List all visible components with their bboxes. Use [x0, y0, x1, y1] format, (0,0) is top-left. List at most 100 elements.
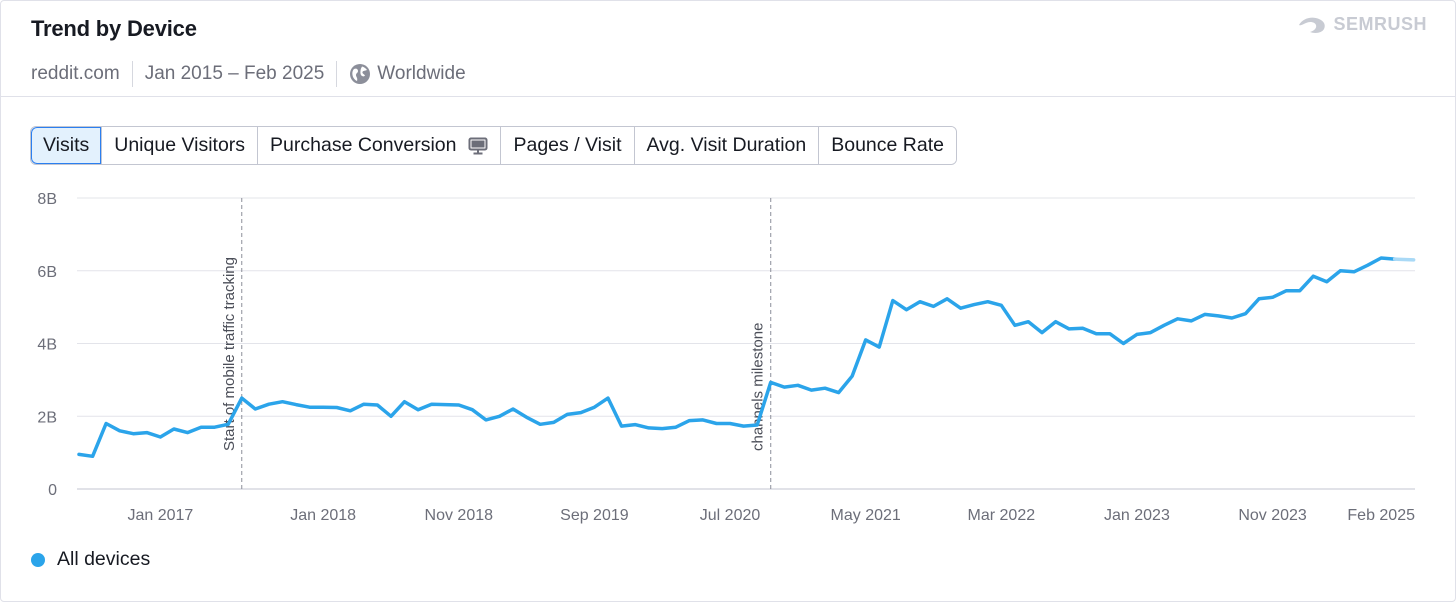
y-tick-label: 8B	[37, 191, 57, 208]
data-point	[1229, 315, 1235, 321]
x-tick-label: Jan 2023	[1104, 507, 1170, 524]
data-point	[1161, 322, 1167, 328]
data-point	[1066, 326, 1072, 332]
data-point	[239, 395, 245, 401]
data-point	[320, 404, 326, 410]
data-point	[1351, 269, 1357, 275]
x-tick-label: May 2021	[831, 507, 901, 524]
data-point	[130, 431, 136, 437]
monitor-icon	[468, 137, 488, 155]
tab-label: Purchase Conversion	[270, 134, 457, 156]
data-point	[144, 430, 150, 436]
data-point	[374, 402, 380, 408]
data-point	[930, 303, 936, 309]
data-point	[998, 302, 1004, 308]
data-point	[347, 408, 353, 414]
data-point	[293, 402, 299, 408]
data-point	[496, 413, 502, 419]
data-point	[1242, 311, 1248, 317]
data-point	[768, 379, 774, 385]
divider	[131, 61, 133, 87]
data-point	[903, 307, 909, 313]
data-point	[836, 390, 842, 396]
chart-legend: All devices	[31, 548, 150, 571]
tab-label: Pages / Visit	[513, 134, 622, 156]
data-point	[795, 382, 801, 388]
tab-pages-per-visit[interactable]: Pages / Visit	[500, 127, 634, 164]
annotation-label: channels milestone	[750, 323, 767, 451]
data-point	[876, 344, 882, 350]
data-point	[388, 413, 394, 419]
data-point	[279, 399, 285, 405]
data-point	[1093, 331, 1099, 337]
data-point	[1053, 319, 1059, 325]
y-tick-label: 6B	[37, 264, 57, 281]
y-tick-label: 0	[48, 482, 57, 499]
y-tick-label: 2B	[37, 409, 57, 426]
tab-label: Unique Visitors	[114, 134, 246, 156]
data-point	[1012, 322, 1018, 328]
data-point	[1270, 294, 1276, 300]
data-point	[429, 401, 435, 407]
data-point	[958, 305, 964, 311]
tab-label: Visits	[43, 134, 90, 156]
tab-unique-visitors[interactable]: Unique Visitors	[101, 127, 258, 164]
data-point	[971, 302, 977, 308]
data-point	[686, 418, 692, 424]
visits-line-chart: 0 2B 4B 6B 8B Jan 2017 Jan 2018 Nov 2018 Sep 201…	[37, 191, 1416, 524]
data-point	[415, 407, 421, 413]
data-point	[944, 296, 950, 302]
data-point	[1148, 330, 1154, 336]
brand-label: SEMRUSH	[1333, 14, 1427, 34]
data-point	[1025, 319, 1031, 325]
tab-bounce-rate[interactable]: Bounce Rate	[818, 127, 956, 164]
series-line-partial-segment	[1392, 257, 1416, 262]
legend-label[interactable]: All devices	[57, 548, 151, 570]
data-point	[564, 411, 570, 417]
data-point	[1392, 256, 1398, 262]
data-point	[483, 417, 489, 423]
data-point	[1134, 331, 1140, 337]
data-point	[849, 373, 855, 379]
tab-label: Bounce Rate	[831, 134, 944, 156]
data-point	[524, 414, 530, 420]
data-point	[700, 417, 706, 423]
x-tick-label: Sep 2019	[560, 507, 629, 524]
divider	[336, 61, 338, 87]
legend-swatch	[31, 552, 45, 567]
data-point	[442, 402, 448, 408]
data-point	[1283, 288, 1289, 294]
data-point	[1297, 288, 1303, 294]
data-point	[754, 422, 760, 428]
data-point	[605, 395, 611, 401]
tab-visits[interactable]: Visits	[31, 127, 102, 164]
data-point	[591, 404, 597, 410]
data-point	[212, 424, 218, 430]
data-point	[198, 424, 204, 430]
data-point	[266, 401, 272, 407]
date-range-label[interactable]: Jan 2015 – Feb 2025	[144, 63, 325, 84]
context-bar: reddit.com Jan 2015 – Feb 2025 Worldwide	[31, 60, 466, 88]
widget-title: Trend by Device	[31, 16, 197, 41]
tab-purchase-conversion[interactable]: Purchase Conversion	[257, 127, 501, 164]
data-point	[171, 426, 177, 432]
region-label[interactable]: Worldwide	[377, 63, 466, 84]
globe-icon	[349, 63, 371, 85]
data-point	[1175, 316, 1181, 322]
tab-avg-visit-duration[interactable]: Avg. Visit Duration	[633, 127, 819, 164]
domain-label[interactable]: reddit.com	[31, 63, 120, 84]
data-point	[1324, 279, 1330, 285]
data-point	[361, 401, 367, 407]
data-point	[456, 402, 462, 408]
data-point	[1337, 268, 1343, 274]
x-tick-label: Jan 2018	[290, 507, 356, 524]
semrush-logo: SEMRUSH	[1297, 14, 1427, 35]
header-divider	[1, 96, 1455, 97]
data-point	[103, 421, 109, 427]
data-point	[1039, 330, 1045, 336]
x-tick-label: Nov 2023	[1238, 507, 1307, 524]
x-tick-label: Mar 2022	[968, 507, 1036, 524]
x-tick-label: Jul 2020	[700, 507, 761, 524]
data-point	[1256, 296, 1262, 302]
data-point	[822, 385, 828, 391]
